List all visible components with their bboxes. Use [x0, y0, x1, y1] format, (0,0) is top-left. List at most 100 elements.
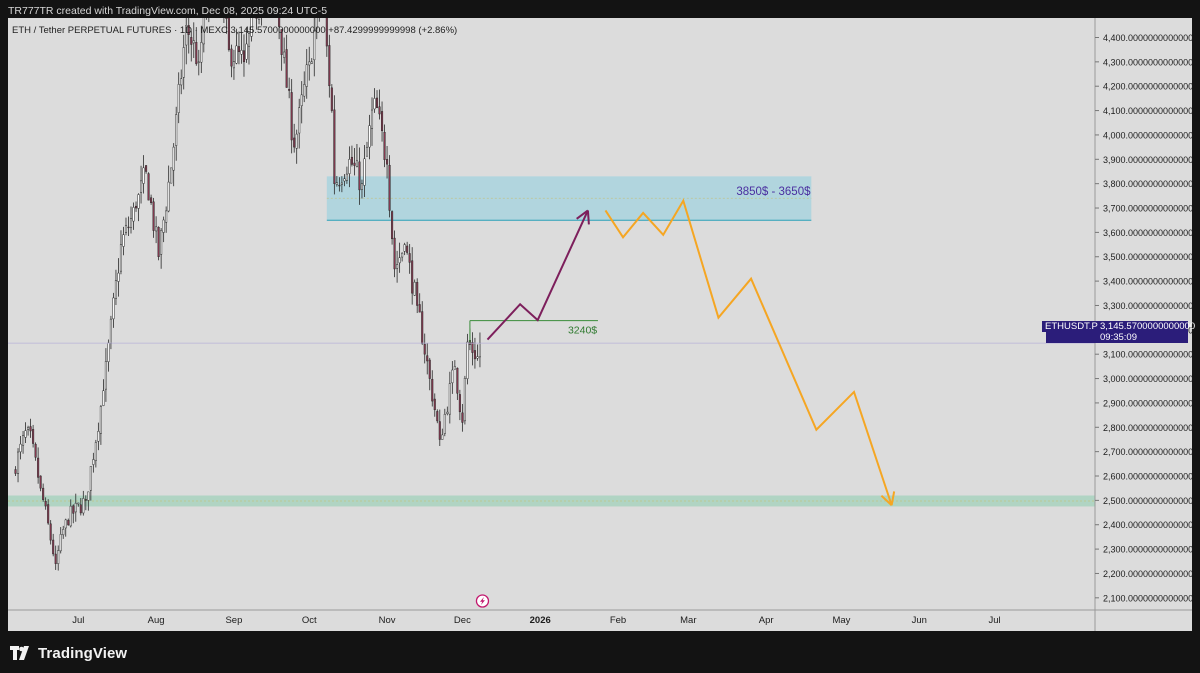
- candle-down: [147, 173, 150, 201]
- candle-down: [406, 245, 409, 253]
- candle-down: [456, 367, 459, 394]
- candle-down: [438, 421, 441, 440]
- candle-up: [97, 431, 100, 442]
- projection-purple-path-arrowhead: [586, 210, 590, 225]
- projection-orange-path: [604, 198, 893, 506]
- candle-down: [54, 553, 57, 564]
- supply-zone-label: 3850$ - 3650$: [736, 186, 811, 198]
- candle-up: [122, 234, 125, 247]
- candle-down: [195, 42, 198, 65]
- price-axis-label: 2,800.0000000000000: [1103, 423, 1192, 433]
- candle-up: [202, 18, 205, 45]
- candle-up: [17, 451, 20, 474]
- demand-zone: [8, 495, 1095, 507]
- price-axis-label: 4,000.0000000000000: [1103, 130, 1192, 140]
- candle-down: [350, 156, 353, 165]
- candle-down: [39, 475, 42, 489]
- price-axis-label: 2,300.0000000000000: [1103, 545, 1192, 555]
- candle-down: [375, 97, 379, 108]
- tradingview-wordmark: TradingView: [38, 644, 128, 662]
- tradingview-logo[interactable]: TradingView: [10, 643, 127, 663]
- current-price-tag: ETHUSDT.P 3,145.5700000000000 09:35:09: [1042, 321, 1195, 343]
- candle-up: [162, 219, 165, 233]
- candle-down: [278, 18, 281, 27]
- price-axis-label: 4,100.0000000000000: [1103, 106, 1192, 116]
- candle-up: [102, 390, 105, 406]
- candle-down: [288, 89, 291, 91]
- candle-up: [92, 459, 95, 465]
- candle-down: [280, 29, 283, 55]
- candle-down: [29, 426, 32, 432]
- candle-up: [441, 434, 444, 440]
- candle-up: [348, 159, 351, 174]
- candle-down: [378, 106, 381, 115]
- candle-up: [117, 272, 120, 282]
- time-axis-label: Dec: [454, 615, 471, 626]
- event-marker-icon: [475, 594, 490, 608]
- candle-down: [79, 504, 82, 514]
- candle-down: [255, 18, 258, 19]
- candle-up: [155, 226, 158, 232]
- candle-down: [47, 504, 50, 524]
- chart-panel[interactable]: 3240$ 3850$ - 3650$ 2,100.0000000000000 2,2…: [8, 18, 1192, 631]
- candle-up: [250, 18, 253, 37]
- time-axis-label: Apr: [759, 615, 774, 626]
- candle-down: [408, 253, 411, 263]
- candle-down: [84, 499, 87, 501]
- legend-symbol: ETH / Tether PERPETUAL FUTURES · 1D · ME…: [12, 25, 228, 36]
- candle-up: [463, 378, 466, 422]
- candle-up: [245, 43, 248, 60]
- candle-down: [381, 111, 384, 131]
- candle-down: [471, 342, 474, 353]
- candle-up: [142, 167, 145, 184]
- candle-down: [237, 46, 240, 53]
- candle-up: [22, 435, 25, 446]
- time-axis-label: Feb: [610, 615, 626, 626]
- chart-caption: TR777TR created with TradingView.com, De…: [8, 5, 328, 17]
- price-chart[interactable]: 3240$ 3850$ - 3650$ 2,100.0000000000000 2,2…: [8, 18, 1192, 631]
- candle-down: [386, 159, 389, 165]
- price-axis-label: 2,900.0000000000000: [1103, 398, 1192, 408]
- projection-orange-path-arrowhead: [890, 491, 896, 506]
- time-axis-label: Nov: [379, 615, 396, 626]
- price-axis-label: 3,900.0000000000000: [1103, 155, 1192, 165]
- candle-up: [185, 25, 188, 46]
- candle-down: [391, 211, 394, 240]
- candle-up: [200, 42, 203, 63]
- candle-down: [225, 18, 228, 19]
- candle-down: [293, 137, 296, 148]
- target-line-label: 3240$: [568, 325, 597, 337]
- candle-down: [52, 539, 55, 555]
- candle-down: [325, 18, 328, 47]
- candle-up: [132, 207, 135, 222]
- candle-down: [458, 394, 461, 413]
- candle-down: [152, 201, 155, 231]
- candle-up: [310, 61, 313, 64]
- price-axis-label: 3,000.0000000000000: [1103, 374, 1192, 384]
- candle-up: [403, 244, 406, 252]
- candle-up: [192, 40, 195, 44]
- candle-up: [345, 173, 348, 181]
- time-axis-label: Aug: [148, 615, 165, 626]
- candle-down: [328, 45, 331, 87]
- candle-down: [411, 260, 414, 294]
- candle-up: [343, 178, 346, 182]
- candle-up: [89, 466, 92, 491]
- candle-down: [428, 359, 431, 379]
- candle-up: [235, 45, 238, 64]
- candle-up: [303, 84, 306, 97]
- candle-down: [145, 165, 148, 172]
- price-axis-label: 2,700.0000000000000: [1103, 447, 1192, 457]
- time-axis-label: Oct: [302, 615, 317, 626]
- candle-up: [335, 182, 338, 185]
- candle-down: [72, 505, 75, 514]
- candle-down: [433, 398, 436, 411]
- candle-up: [308, 61, 311, 66]
- price-axis-label: 3,500.0000000000000: [1103, 252, 1192, 262]
- candle-down: [67, 519, 70, 526]
- candle-down: [190, 37, 193, 45]
- candle-up: [232, 61, 235, 69]
- candle-up: [180, 78, 183, 86]
- candle-up: [82, 498, 85, 514]
- time-axis-label: Jul: [72, 615, 84, 626]
